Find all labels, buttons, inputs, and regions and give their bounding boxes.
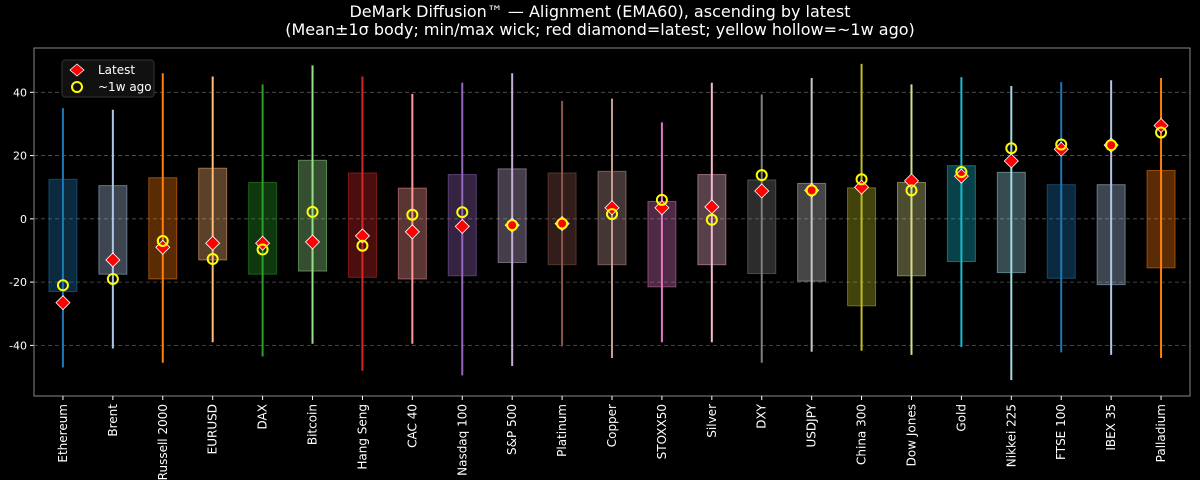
category-stoxx50: STOXX50 [647,122,677,459]
x-tick-label: Copper [605,404,619,447]
x-tick-label: CAC 40 [405,404,419,448]
legend-label-latest: Latest [98,63,135,77]
x-tick-label: Silver [705,404,719,438]
category-cac-40: CAC 40 [397,93,427,448]
latest-marker [903,173,920,189]
chart-title: DeMark Diffusion™ — Alignment (EMA60), a… [349,2,851,21]
x-tick-label: Nikkei 225 [1004,404,1018,467]
latest-marker [454,218,470,234]
latest-marker [404,224,420,240]
x-tick-label: Platinum [555,404,569,457]
x-tick-label: China 300 [855,404,869,465]
category-platinum: Platinum [547,100,577,457]
legend-box [61,59,155,98]
category-russell-2000: Russell 2000 [148,73,178,480]
category-ibex-35: IBEX 35 [1096,80,1126,451]
x-tick-label: Hang Seng [355,404,369,470]
latest-marker [1003,153,1019,169]
week-ago-marker [1155,126,1168,139]
week-ago-marker [206,253,219,266]
week-ago-marker [106,272,119,285]
y-tick-label: 40 [13,86,27,99]
category-ethereum: Ethereum [48,108,78,463]
week-ago-marker [1055,138,1068,151]
week-ago-marker [1105,139,1118,152]
week-ago-marker [56,279,69,292]
week-ago-marker [655,193,668,206]
x-tick-label: FTSE 100 [1054,404,1068,460]
chart-subtitle: (Mean±1σ body; min/max wick; red diamond… [285,20,915,39]
latest-marker [754,183,770,199]
legend-label-week-ago: ~1w ago [98,80,152,94]
week-ago-marker [456,206,469,219]
latest-marker [354,228,370,244]
x-tick-label: Dow Jones [904,404,918,466]
x-tick-label: EURUSD [206,404,220,454]
category-bitcoin: Bitcoin [298,65,328,445]
x-tick-label: Nasdaq 100 [455,404,469,476]
week-ago-marker [1005,142,1018,155]
y-tick-label: -40 [9,339,27,352]
week-ago-marker [606,208,618,221]
week-ago-marker [506,219,519,232]
week-ago-marker [256,243,269,256]
week-ago-marker [805,184,818,197]
category-ftse-100: FTSE 100 [1046,82,1076,460]
x-tick-label: STOXX50 [655,404,669,459]
week-ago-marker [705,213,718,226]
legend: Latest ~1w ago [61,59,155,98]
category-gold: Gold [946,77,976,432]
latest-marker [304,234,321,250]
category-dxy: DXY [747,94,777,429]
category-nikkei-225: Nikkei 225 [996,85,1026,467]
category-silver: Silver [697,82,727,438]
x-tick-label: DAX [256,404,270,429]
category-dow-jones: Dow Jones [896,84,926,466]
x-tick-label: Russell 2000 [156,404,170,480]
week-ago-marker [755,169,768,182]
x-tick-label: Ethereum [56,404,70,463]
category-brent: Brent [98,109,128,437]
week-ago-marker [955,166,968,179]
x-tick-label: Gold [954,404,968,432]
week-ago-marker [306,205,319,218]
legend-week-ago-icon [71,81,83,93]
category-usdjpy: USDJPY [797,78,827,447]
latest-marker [205,235,221,251]
x-tick-label: IBEX 35 [1104,404,1118,451]
x-tick-label: Bitcoin [306,404,320,445]
week-ago-marker [905,184,918,197]
category-s-p-500: S&P 500 [497,73,527,455]
category-hang-seng: Hang Seng [347,76,377,470]
x-tick-label: DXY [755,403,769,428]
week-ago-marker [855,173,868,186]
legend-latest-icon [69,63,85,77]
week-ago-marker [156,234,169,247]
week-ago-marker [356,239,369,252]
y-tick-label: -20 [9,276,27,289]
category-nasdaq-100: Nasdaq 100 [447,82,477,476]
week-ago-marker [556,217,569,230]
category-dax: DAX [248,84,278,429]
category-copper: Copper [597,98,627,447]
category-china-300: China 300 [847,63,877,465]
x-tick-label: Palladium [1154,404,1168,462]
y-tick-label: 0 [20,213,27,226]
latest-marker [105,252,121,268]
week-ago-marker [406,208,419,221]
x-tick-label: Brent [106,404,120,437]
y-tick-label: 20 [13,150,27,163]
category-eurusd: EURUSD [198,76,228,454]
x-tick-label: USDJPY [805,403,819,447]
category-palladium: Palladium [1146,78,1176,462]
x-tick-label: S&P 500 [505,404,519,455]
latest-marker [55,295,71,311]
